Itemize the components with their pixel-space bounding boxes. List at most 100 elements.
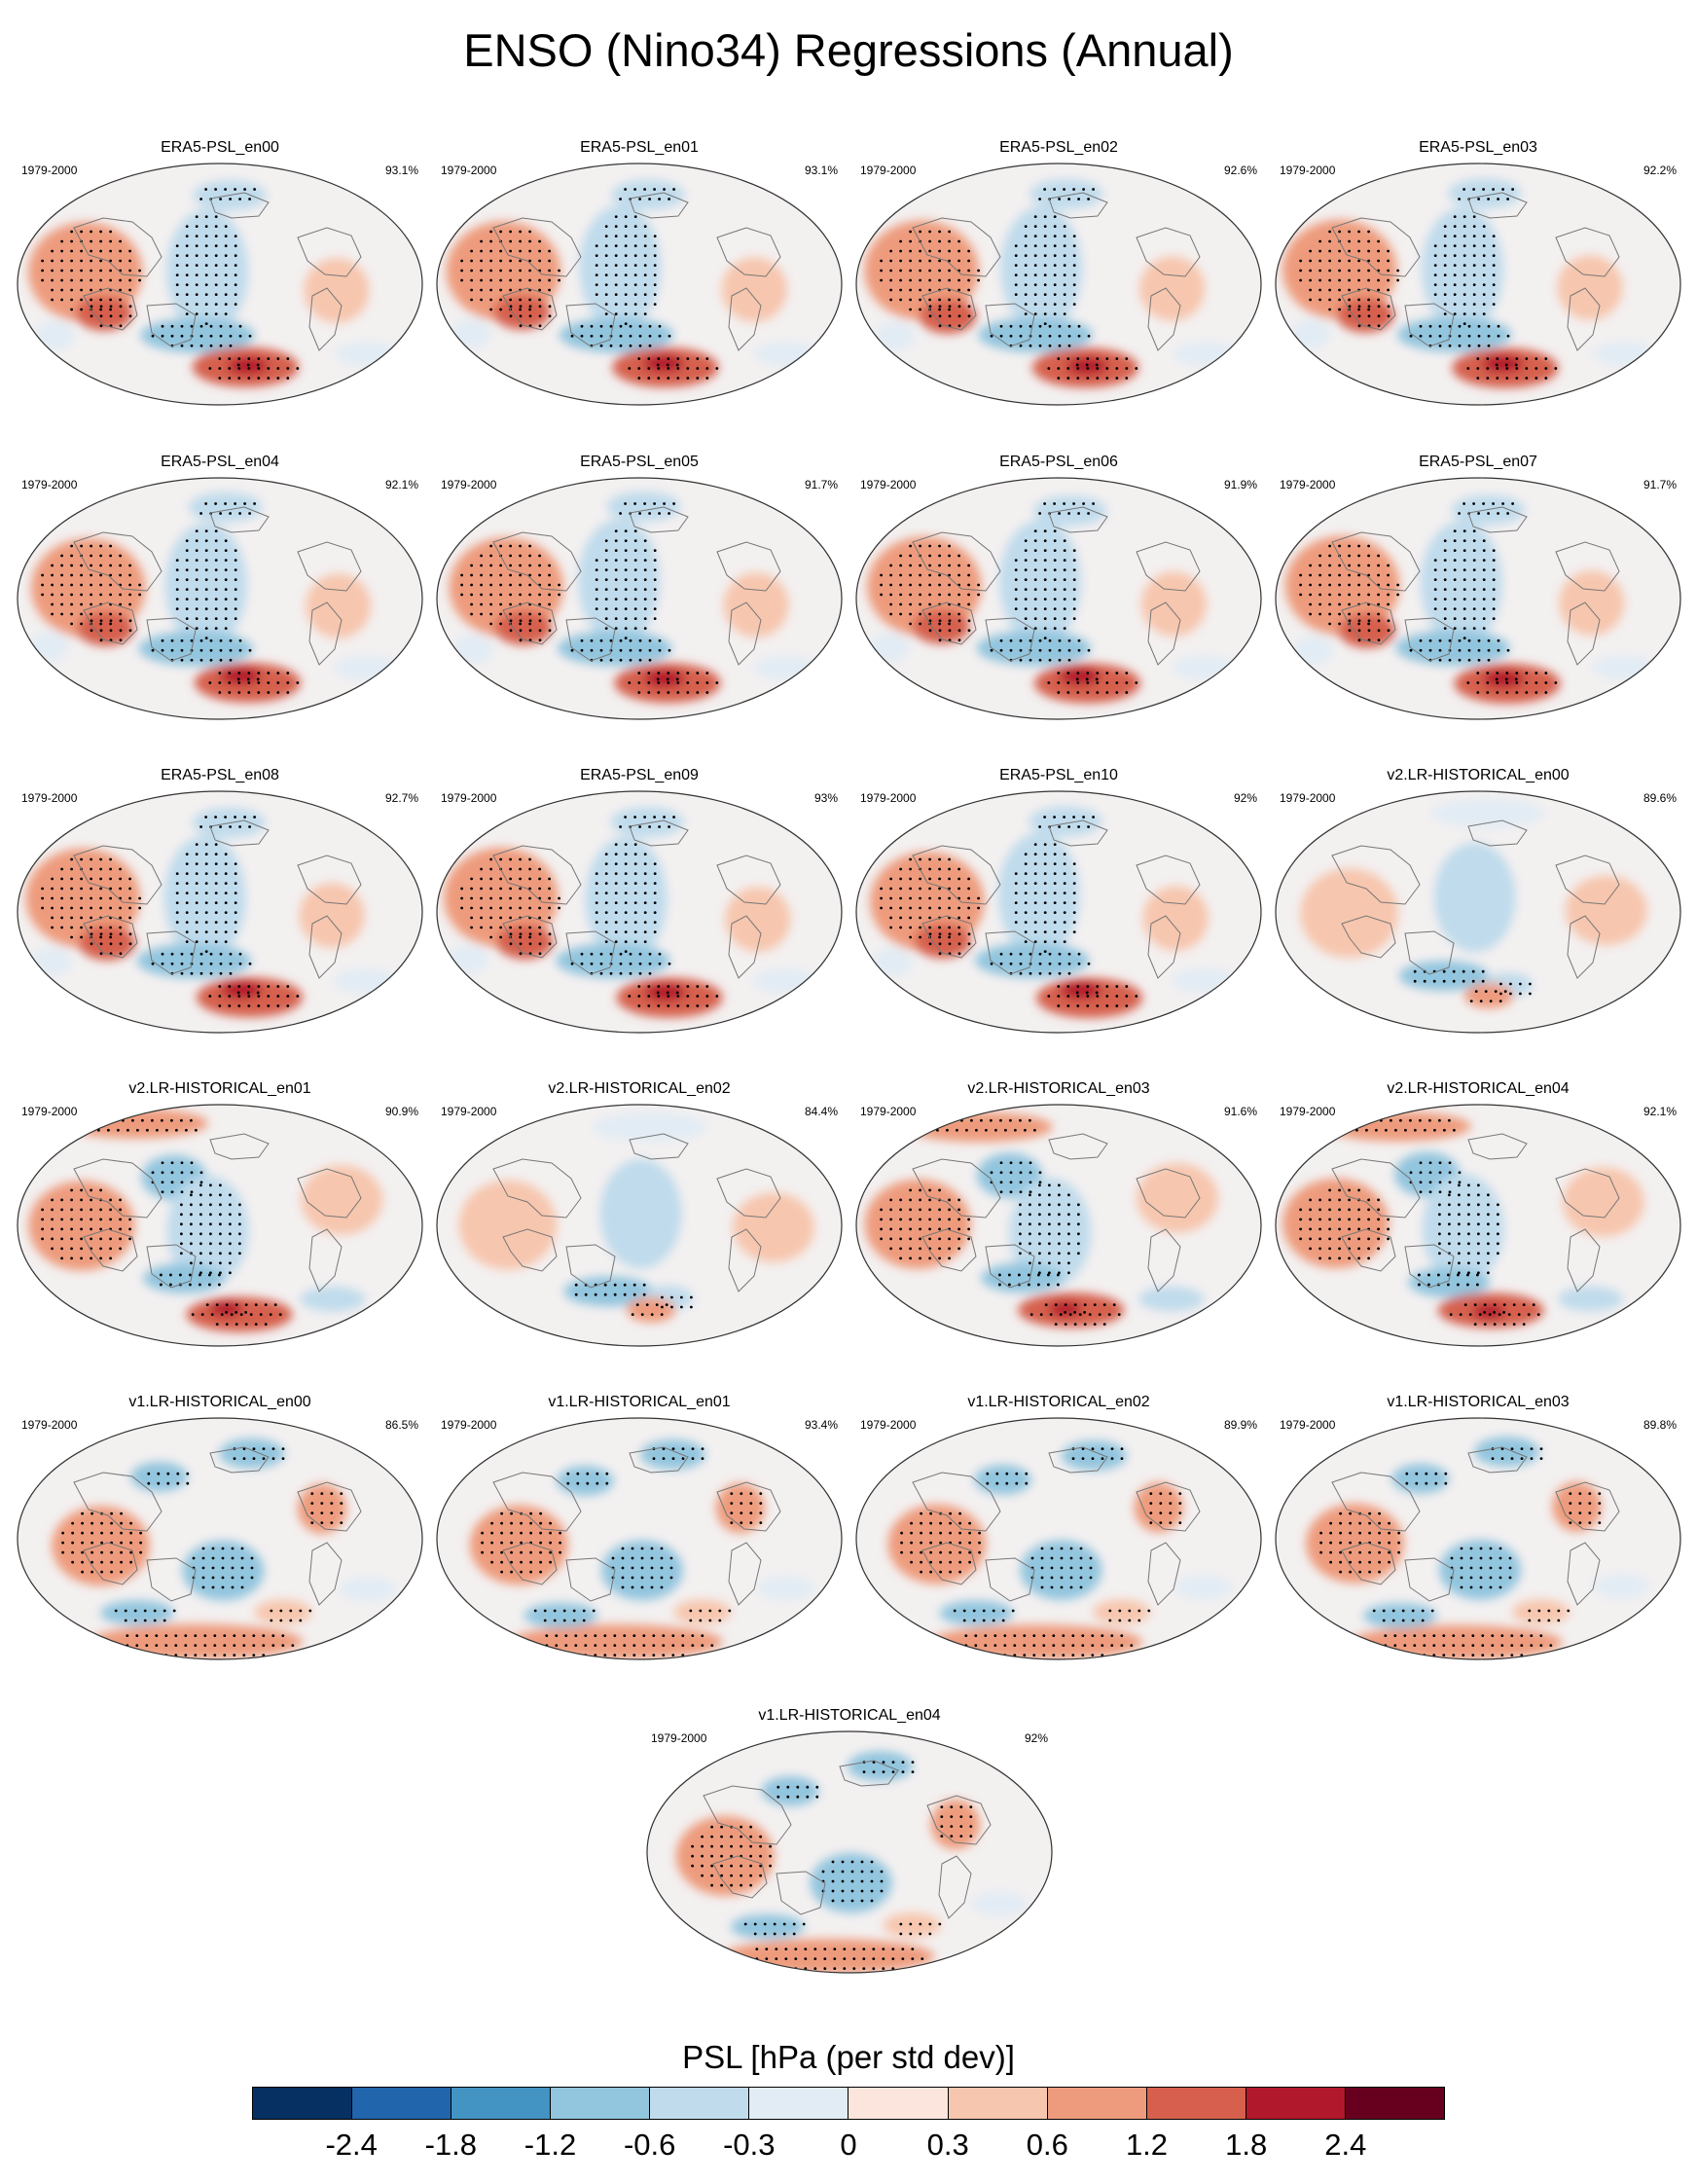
anomaly-region (1061, 1440, 1127, 1471)
colorbar-swatch (253, 2088, 353, 2119)
psl-regression-map (855, 477, 1262, 720)
map-frame (435, 474, 844, 728)
anomaly-region (731, 1913, 805, 1940)
panel-period: 1979-2000 (860, 478, 917, 491)
panel-period: 1979-2000 (441, 1105, 497, 1118)
significance-stippling (460, 502, 719, 694)
psl-regression-map (855, 790, 1262, 1034)
anomaly-region (1512, 1599, 1570, 1624)
coastlines (492, 192, 781, 351)
psl-regression-map (436, 163, 843, 406)
anomaly-region (1472, 1304, 1506, 1320)
map-outline (17, 163, 423, 406)
figure-title: ENSO (Nino34) Regressions (Annual) (463, 24, 1234, 76)
anomaly-region (34, 320, 76, 351)
colorbar-tick-label: 2.4 (1324, 2128, 1367, 2162)
anomaly-region (847, 1751, 914, 1782)
panel-pattern-correlation: 92.2% (1643, 164, 1677, 177)
anomaly-region (753, 341, 819, 367)
coastlines (1331, 506, 1620, 666)
psl-regression-map (855, 1104, 1262, 1347)
anomaly-region (1138, 1286, 1205, 1312)
anomaly-region (930, 1799, 980, 1850)
map-panel: ERA5-PSL_en02 1979-2000 92.6% (847, 138, 1271, 430)
panel-period: 1979-2000 (860, 791, 917, 805)
anomaly-region (871, 947, 913, 978)
map-panel: ERA5-PSL_en09 1979-2000 93% (427, 766, 851, 1058)
significance-stippling (41, 1118, 282, 1327)
anomaly-region (642, 354, 684, 373)
panel-title: ERA5-PSL_en01 (580, 139, 699, 156)
panel-period: 1979-2000 (21, 1418, 78, 1432)
map-outline (436, 477, 843, 720)
map-outline (855, 790, 1262, 1034)
anomaly-region (999, 520, 1082, 645)
panel-period: 1979-2000 (441, 478, 497, 491)
panel-pattern-correlation: 91.7% (804, 478, 838, 491)
anomaly-region (1591, 655, 1657, 680)
anomaly-region (585, 836, 668, 962)
panel-period: 1979-2000 (651, 1731, 707, 1745)
map-outline (1275, 477, 1681, 720)
anomaly-region (914, 923, 972, 959)
anomaly-region (452, 634, 494, 665)
anomaly-region (592, 1111, 707, 1143)
anomaly-region (166, 208, 249, 334)
anomaly-region (25, 848, 140, 949)
coastlines (73, 1446, 362, 1606)
colorbar-swatch (749, 2088, 849, 2119)
colorbar-tick-label: -0.3 (723, 2128, 776, 2162)
anomaly-region (976, 630, 1092, 666)
anomaly-region (1592, 341, 1658, 367)
anomaly-region (306, 573, 372, 638)
coastlines (1331, 819, 1620, 979)
panel-period: 1979-2000 (860, 164, 917, 177)
anomaly-region (883, 1912, 941, 1938)
map-panel: v1.LR-HISTORICAL_en00 1979-2000 86.5% (8, 1393, 432, 1685)
coastlines (1331, 1133, 1620, 1292)
panel-pattern-correlation: 84.4% (804, 1105, 838, 1118)
anomaly-region (579, 204, 662, 330)
psl-regression-map (855, 1417, 1262, 1660)
panel-period: 1979-2000 (441, 1418, 497, 1432)
colorbar-swatch (1246, 2088, 1346, 2119)
panel-pattern-correlation: 92.7% (384, 791, 418, 805)
map-frame (16, 1101, 424, 1355)
colorbar-swatch (1345, 2088, 1444, 2119)
map-frame (854, 474, 1263, 728)
coastlines (912, 819, 1201, 979)
map-frame (1274, 787, 1682, 1041)
significance-stippling (1299, 188, 1558, 380)
panel-pattern-correlation: 92% (1024, 1731, 1048, 1745)
anomaly-region (1482, 354, 1524, 373)
anomaly-region (304, 258, 370, 323)
anomaly-region (100, 1600, 174, 1625)
panel-pattern-correlation: 92.1% (1643, 1105, 1677, 1118)
anomaly-region (1447, 178, 1522, 209)
map-frame (854, 787, 1263, 1041)
anomaly-region (1420, 521, 1502, 646)
anomaly-region (1422, 207, 1504, 333)
colorbar-title: PSL [hPa (per std dev)] (682, 2039, 1015, 2075)
anomaly-region (163, 835, 246, 961)
colorbar-tick-label: -2.4 (325, 2128, 378, 2162)
colorbar-tick-label: 0.6 (1026, 2128, 1068, 2162)
panel-pattern-correlation: 90.9% (384, 1105, 418, 1118)
panel-pattern-correlation: 93.1% (804, 164, 838, 177)
anomaly-region (752, 968, 818, 994)
anomaly-region (450, 318, 491, 348)
anomaly-region (1134, 1482, 1183, 1533)
significance-stippling (460, 816, 719, 1007)
anomaly-region (606, 491, 681, 522)
anomaly-region (1142, 886, 1209, 951)
panel-title: v1.LR-HISTORICAL_en04 (758, 1707, 941, 1724)
coastlines (912, 1446, 1201, 1606)
map-frame (854, 1414, 1263, 1668)
panel-period: 1979-2000 (1280, 1418, 1336, 1432)
colorbar-swatch (650, 2088, 750, 2119)
anomaly-region (1136, 1163, 1218, 1233)
panel-title: v2.LR-HISTORICAL_en04 (1387, 1080, 1570, 1097)
map-outline (1275, 163, 1681, 406)
map-outline (855, 163, 1262, 406)
panel-pattern-correlation: 89.8% (1643, 1418, 1677, 1432)
